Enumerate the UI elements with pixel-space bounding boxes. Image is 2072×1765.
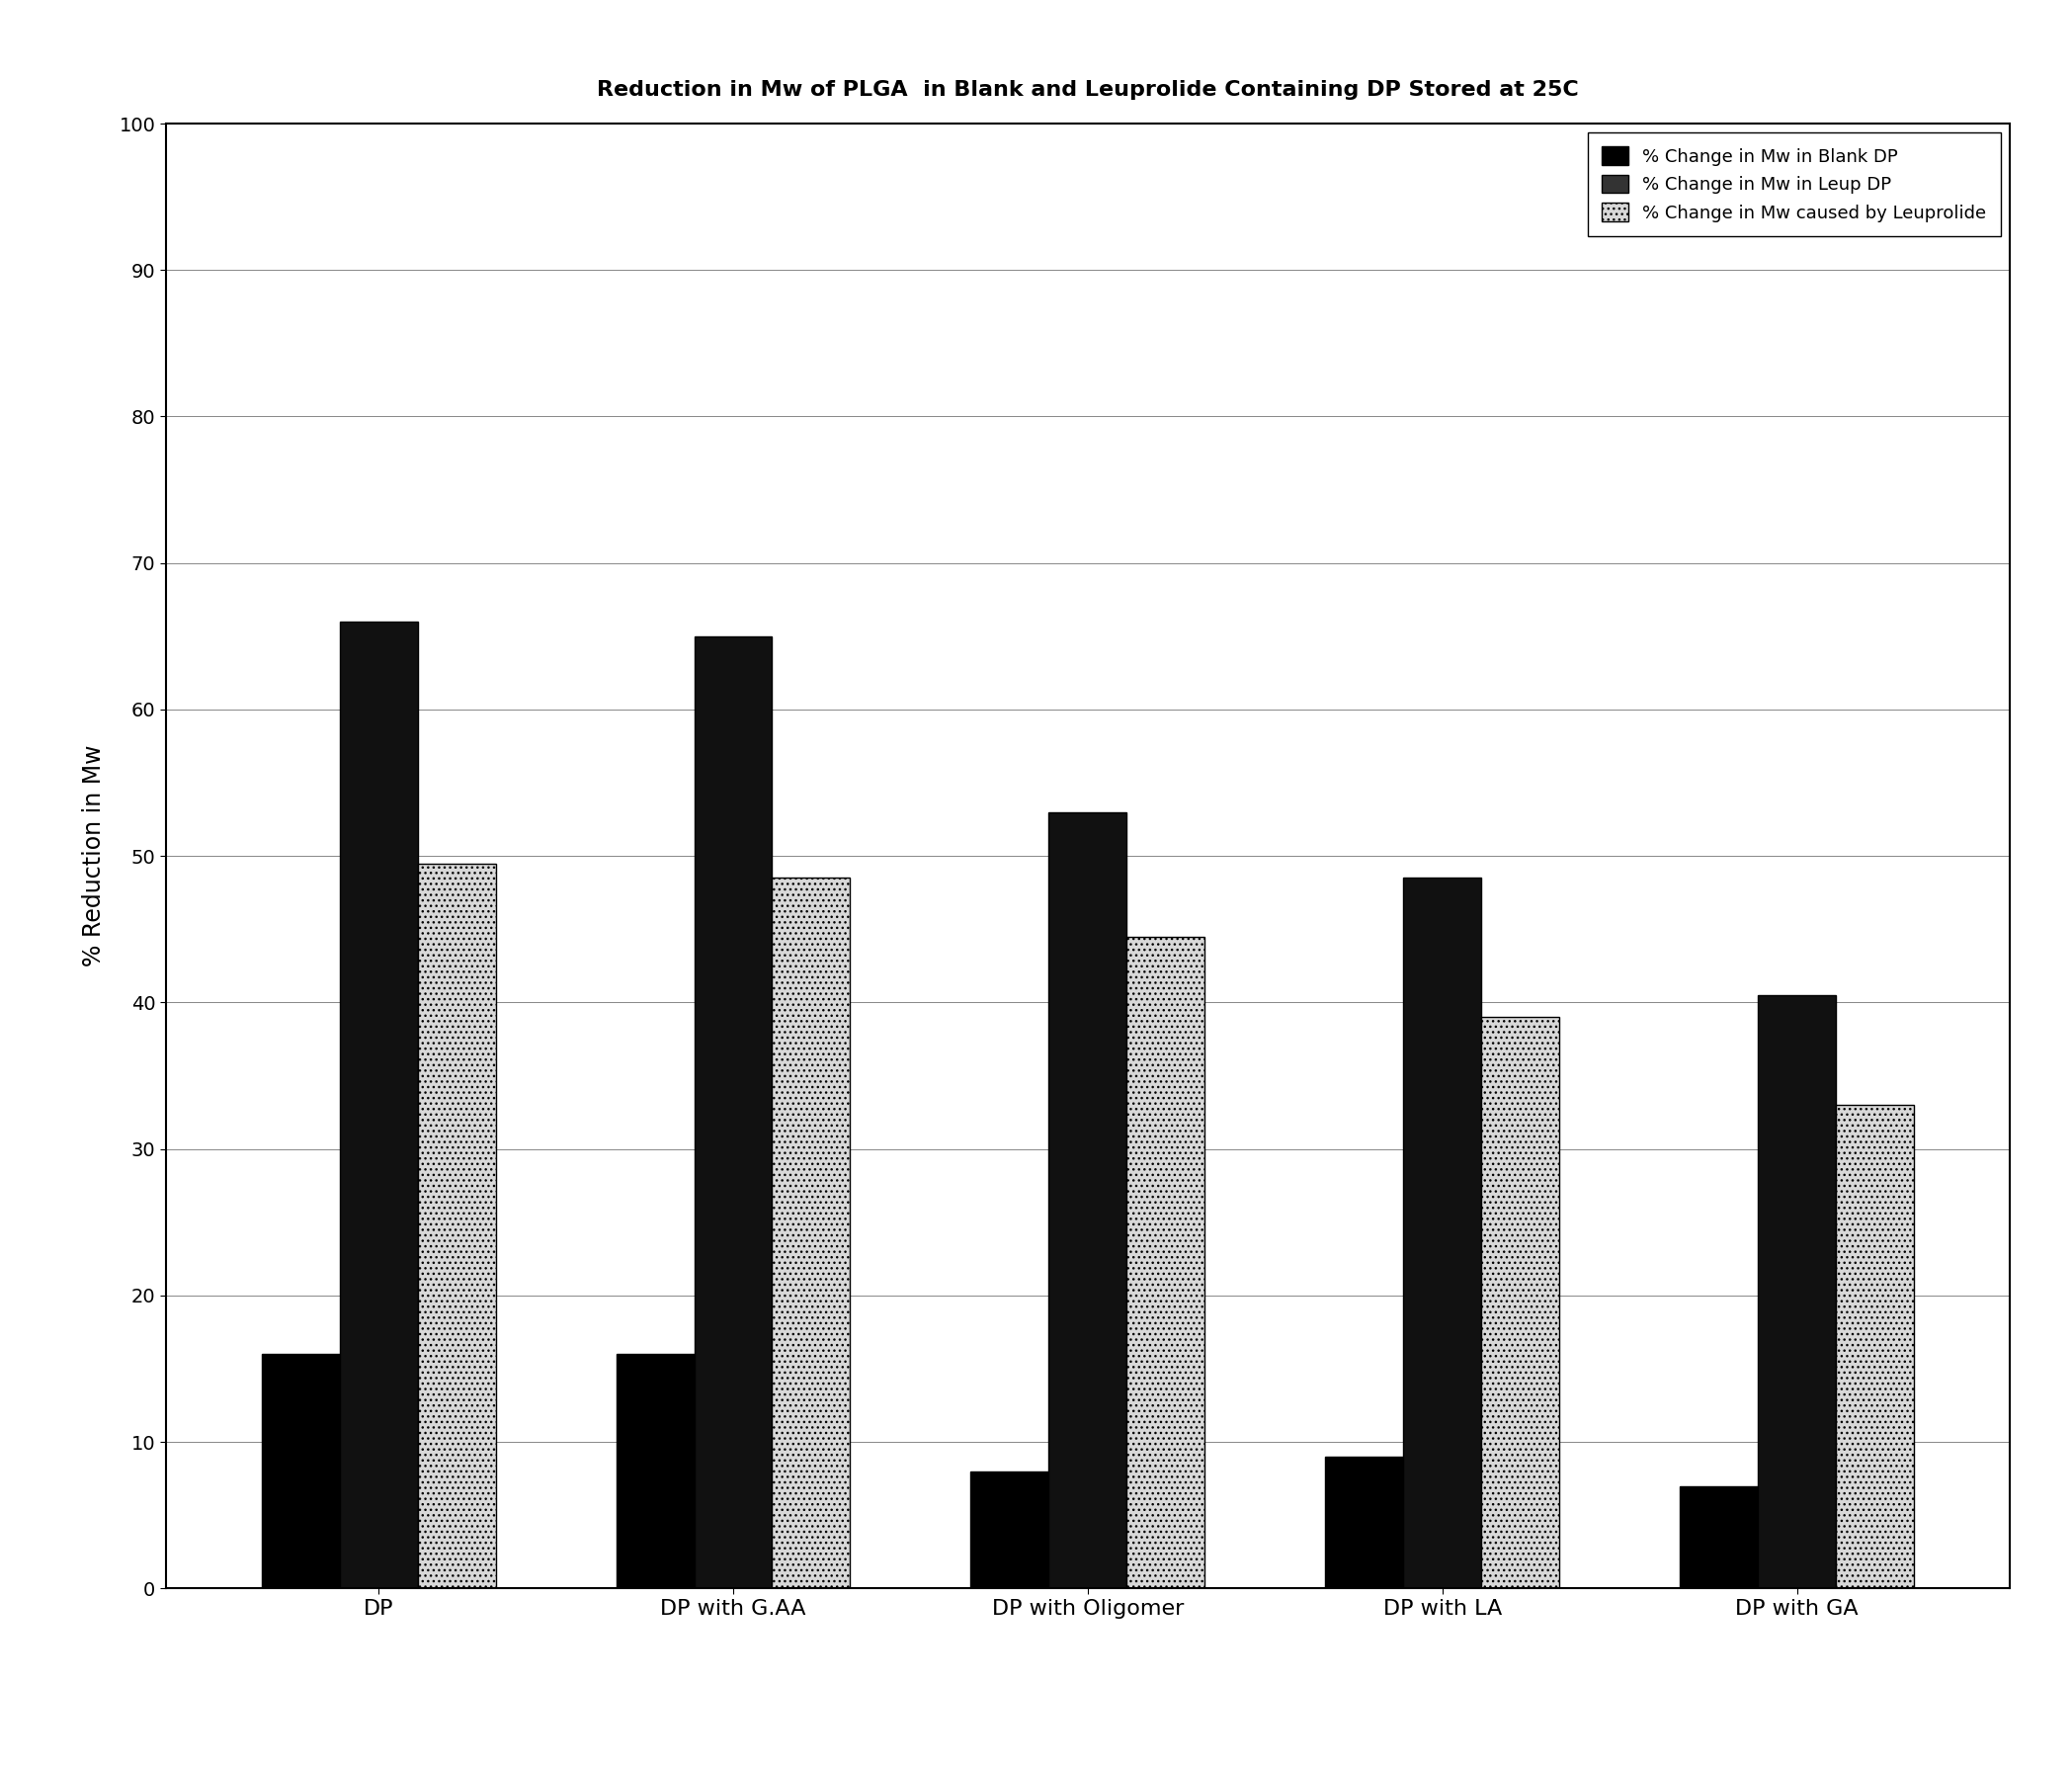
Bar — [1481, 1017, 1560, 1588]
Bar — [1680, 1486, 1757, 1588]
Bar — [261, 1354, 340, 1588]
Y-axis label: % Reduction in Mw: % Reduction in Mw — [81, 745, 106, 967]
Bar — [1403, 877, 1481, 1588]
Bar — [1127, 937, 1204, 1588]
Bar — [1048, 812, 1127, 1588]
Legend: % Change in Mw in Blank DP, % Change in Mw in Leup DP, % Change in Mw caused by : % Change in Mw in Blank DP, % Change in … — [1587, 132, 2002, 237]
Bar — [773, 877, 850, 1588]
Bar — [1836, 1105, 1915, 1588]
Title: Reduction in Mw of PLGA  in Blank and Leuprolide Containing DP Stored at 25C: Reduction in Mw of PLGA in Blank and Leu… — [597, 79, 1579, 101]
Bar — [1757, 995, 1836, 1588]
Bar — [615, 1354, 694, 1588]
Bar — [1326, 1456, 1403, 1588]
Bar — [694, 635, 773, 1588]
Bar — [972, 1472, 1048, 1588]
Bar — [340, 621, 419, 1588]
Bar — [419, 863, 495, 1588]
